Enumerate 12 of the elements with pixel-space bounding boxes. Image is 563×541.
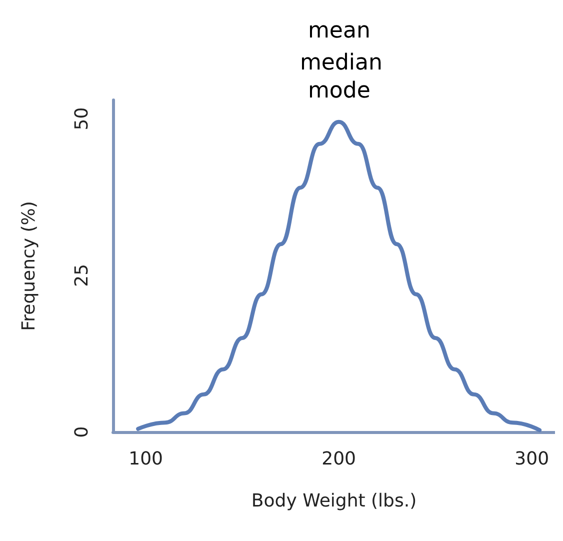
x-tick-label: 300 bbox=[514, 448, 550, 470]
x-axis-title: Body Weight (lbs.) bbox=[251, 490, 417, 512]
y-axis-title: Frequency (%) bbox=[18, 201, 40, 331]
y-tick-label: 50 bbox=[72, 107, 92, 130]
line-series bbox=[136, 120, 542, 432]
x-tick-label: 100 bbox=[128, 448, 163, 470]
x-tick-label: 200 bbox=[322, 448, 356, 470]
y-tick-label: 0 bbox=[72, 426, 92, 438]
annotation: mode bbox=[308, 78, 370, 104]
text: median bbox=[300, 50, 382, 76]
text: mean bbox=[308, 18, 370, 44]
y-tick-label: 25 bbox=[72, 264, 92, 287]
